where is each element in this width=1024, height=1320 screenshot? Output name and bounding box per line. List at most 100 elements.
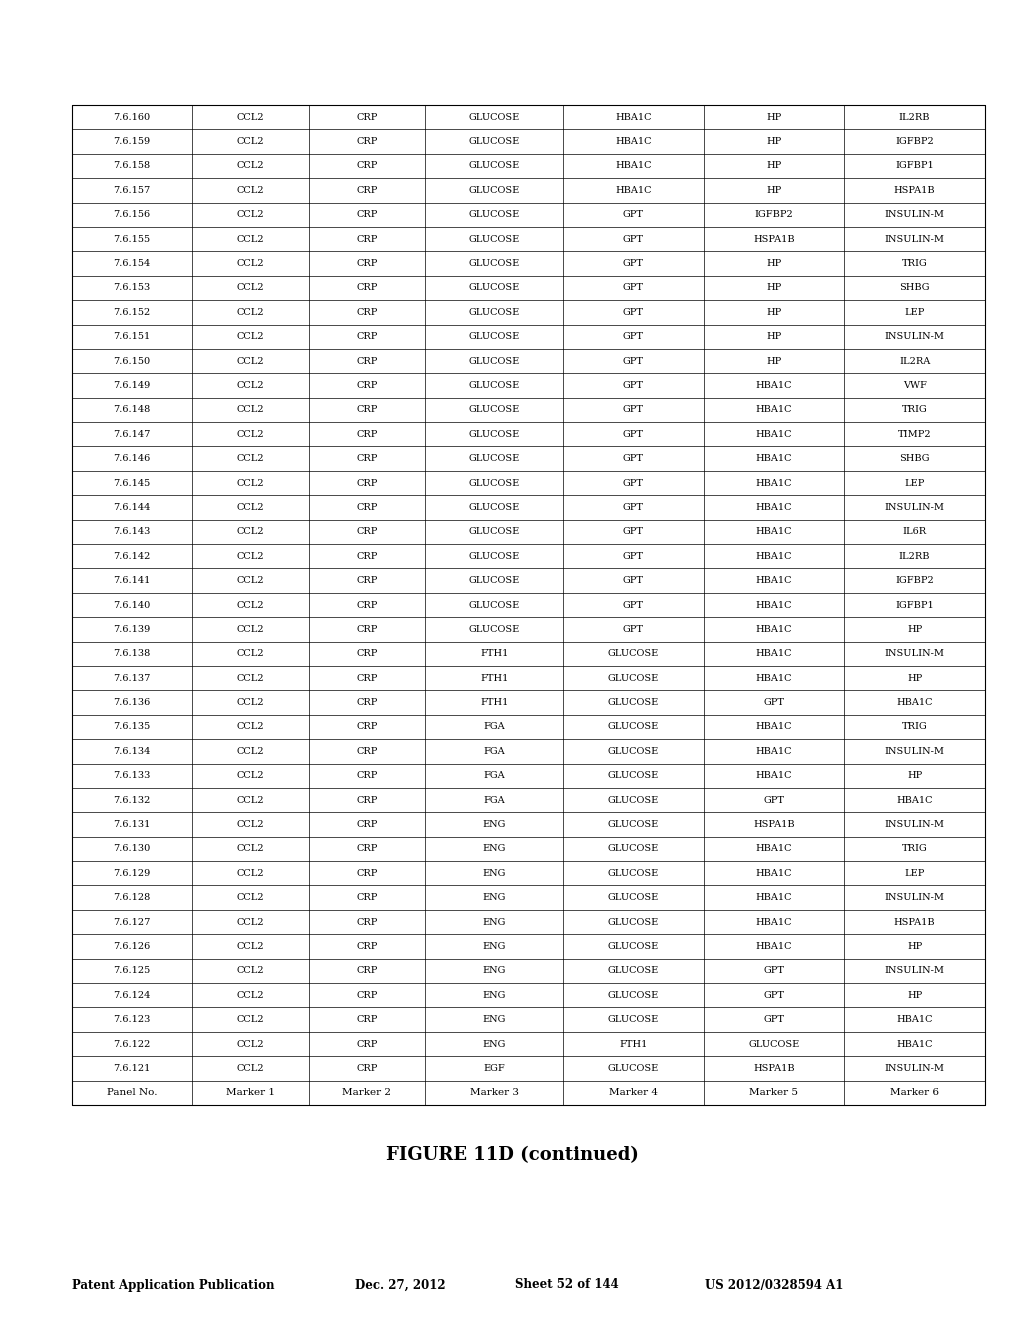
Text: GLUCOSE: GLUCOSE [469,552,520,561]
Text: IL2RB: IL2RB [899,112,931,121]
Text: 7.6.122: 7.6.122 [114,1040,151,1048]
Text: GLUCOSE: GLUCOSE [607,673,658,682]
Text: HP: HP [907,991,923,999]
Text: 7.6.142: 7.6.142 [114,552,151,561]
Text: FTH1: FTH1 [480,673,508,682]
Text: GLUCOSE: GLUCOSE [469,137,520,147]
Text: TRIG: TRIG [902,405,928,414]
Text: GLUCOSE: GLUCOSE [607,698,658,708]
Text: 7.6.121: 7.6.121 [114,1064,151,1073]
Text: CRP: CRP [356,601,378,610]
Text: EGF: EGF [483,1064,505,1073]
Text: GLUCOSE: GLUCOSE [607,747,658,756]
Text: CCL2: CCL2 [237,698,264,708]
Text: ENG: ENG [482,869,506,878]
Text: CRP: CRP [356,284,378,293]
Text: CCL2: CCL2 [237,576,264,585]
Text: HBA1C: HBA1C [615,112,651,121]
Text: INSULIN-M: INSULIN-M [885,747,945,756]
Text: 7.6.134: 7.6.134 [114,747,151,756]
Text: Panel No.: Panel No. [106,1088,157,1097]
Text: IGFBP1: IGFBP1 [895,161,934,170]
Text: CCL2: CCL2 [237,161,264,170]
Text: HSPA1B: HSPA1B [753,1064,795,1073]
Text: 7.6.146: 7.6.146 [114,454,151,463]
Text: LEP: LEP [904,308,925,317]
Text: SHBG: SHBG [899,284,930,293]
Text: 7.6.135: 7.6.135 [114,722,151,731]
Text: IGFBP2: IGFBP2 [895,137,934,147]
Text: CCL2: CCL2 [237,894,264,902]
Text: GLUCOSE: GLUCOSE [607,894,658,902]
Text: VWF: VWF [903,381,927,389]
Text: GPT: GPT [623,552,644,561]
Text: GLUCOSE: GLUCOSE [469,259,520,268]
Text: GLUCOSE: GLUCOSE [469,624,520,634]
Text: 7.6.130: 7.6.130 [114,845,151,854]
Text: FGA: FGA [483,771,505,780]
Text: GLUCOSE: GLUCOSE [469,405,520,414]
Text: CRP: CRP [356,527,378,536]
Text: CCL2: CCL2 [237,771,264,780]
Text: HP: HP [907,673,923,682]
Text: HBA1C: HBA1C [615,161,651,170]
Text: GLUCOSE: GLUCOSE [607,917,658,927]
Text: 7.6.148: 7.6.148 [114,405,151,414]
Text: HBA1C: HBA1C [756,649,793,659]
Text: 7.6.133: 7.6.133 [114,771,151,780]
Text: GPT: GPT [764,991,784,999]
Text: HBA1C: HBA1C [896,1015,933,1024]
Text: CRP: CRP [356,430,378,438]
Text: FGA: FGA [483,722,505,731]
Text: HP: HP [907,942,923,950]
Text: CCL2: CCL2 [237,942,264,950]
Text: CCL2: CCL2 [237,966,264,975]
Text: ENG: ENG [482,966,506,975]
Text: INSULIN-M: INSULIN-M [885,894,945,902]
Text: CCL2: CCL2 [237,308,264,317]
Text: CRP: CRP [356,161,378,170]
Text: 7.6.136: 7.6.136 [114,698,151,708]
Text: FTH1: FTH1 [480,698,508,708]
Text: US 2012/0328594 A1: US 2012/0328594 A1 [705,1279,844,1291]
Text: CCL2: CCL2 [237,479,264,487]
Text: HBA1C: HBA1C [756,894,793,902]
Text: CCL2: CCL2 [237,137,264,147]
Text: 7.6.131: 7.6.131 [114,820,151,829]
Text: INSULIN-M: INSULIN-M [885,966,945,975]
Text: CCL2: CCL2 [237,552,264,561]
Text: HBA1C: HBA1C [756,722,793,731]
Text: CRP: CRP [356,186,378,195]
Text: CRP: CRP [356,869,378,878]
Text: INSULIN-M: INSULIN-M [885,1064,945,1073]
Text: GLUCOSE: GLUCOSE [469,112,520,121]
Text: 7.6.154: 7.6.154 [114,259,151,268]
Text: CRP: CRP [356,966,378,975]
Text: GLUCOSE: GLUCOSE [469,479,520,487]
Text: CRP: CRP [356,747,378,756]
Text: CCL2: CCL2 [237,649,264,659]
Text: CRP: CRP [356,405,378,414]
Text: GPT: GPT [623,333,644,341]
Text: HBA1C: HBA1C [756,552,793,561]
Text: 7.6.128: 7.6.128 [114,894,151,902]
Text: CRP: CRP [356,356,378,366]
Text: ENG: ENG [482,820,506,829]
Text: HSPA1B: HSPA1B [753,235,795,244]
Text: HBA1C: HBA1C [615,137,651,147]
Text: FIGURE 11D (continued): FIGURE 11D (continued) [386,1146,638,1164]
Text: GPT: GPT [623,624,644,634]
Text: FGA: FGA [483,747,505,756]
Text: GPT: GPT [623,503,644,512]
Text: GPT: GPT [623,235,644,244]
Text: 7.6.137: 7.6.137 [114,673,151,682]
Text: CCL2: CCL2 [237,869,264,878]
Text: Dec. 27, 2012: Dec. 27, 2012 [355,1279,445,1291]
Bar [72,106,985,1105]
Text: ENG: ENG [482,894,506,902]
Text: CRP: CRP [356,624,378,634]
Text: GLUCOSE: GLUCOSE [469,235,520,244]
Text: GLUCOSE: GLUCOSE [469,430,520,438]
Text: HBA1C: HBA1C [756,381,793,389]
Text: CCL2: CCL2 [237,722,264,731]
